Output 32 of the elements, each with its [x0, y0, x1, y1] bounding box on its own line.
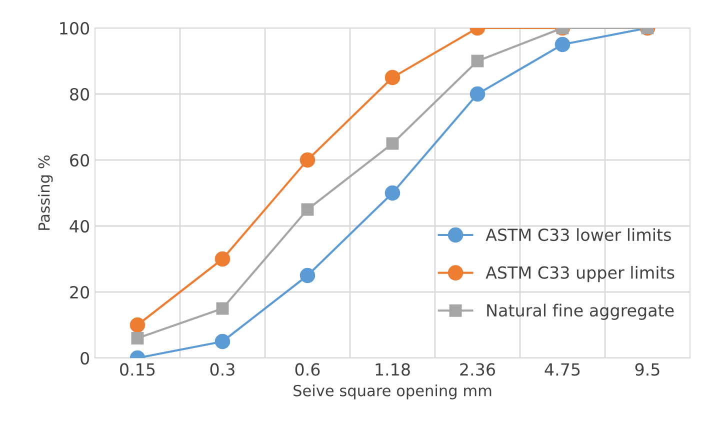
legend-label: ASTM C33 upper limits: [486, 266, 674, 282]
x-tick-label: 0.15: [120, 363, 155, 376]
y-tick-label: 60: [70, 154, 90, 167]
point: [130, 317, 146, 333]
legend-label: ASTM C33 lower limits: [486, 228, 671, 242]
point: [216, 302, 229, 315]
y-tick-label: 40: [70, 220, 90, 233]
point: [470, 86, 486, 102]
point: [554, 36, 570, 52]
point: [300, 268, 316, 284]
point: [131, 332, 144, 344]
point: [300, 152, 316, 168]
point: [471, 54, 484, 68]
y-tick-label: 0: [80, 352, 90, 365]
y-tick-label: 80: [70, 88, 90, 101]
x-tick-label: 2.36: [460, 363, 496, 376]
point: [384, 185, 400, 201]
point: [214, 251, 230, 267]
y-tick-label: 100: [60, 22, 90, 35]
point: [214, 334, 230, 350]
legend-label: Natural fine aggregate: [487, 304, 674, 320]
y-tick-label: 20: [70, 286, 90, 299]
point: [384, 70, 400, 86]
point: [301, 203, 314, 216]
x-tick-label: 1.18: [376, 363, 410, 376]
x-tick-label: 0.6: [295, 363, 320, 376]
x-axis-title: Seive square opening mm: [294, 384, 492, 400]
x-tick-label: 9.5: [635, 363, 660, 376]
y-axis-title: Passing %: [38, 155, 53, 230]
point: [386, 137, 399, 150]
x-tick-label: 4.75: [544, 363, 580, 376]
x-tick-label: 0.3: [210, 363, 234, 376]
